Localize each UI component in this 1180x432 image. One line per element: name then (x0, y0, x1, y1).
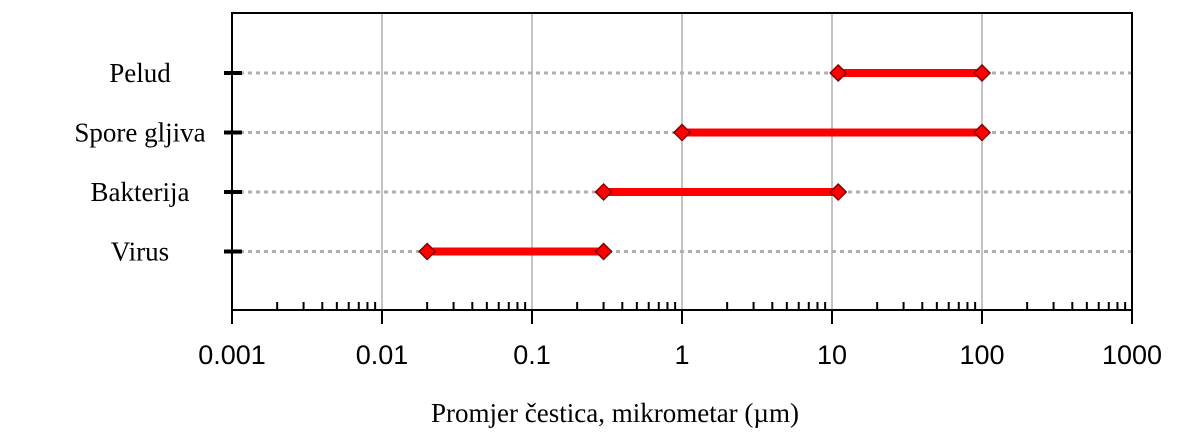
x-minor-ticks (231, 302, 1133, 324)
x-tick-label: 0.1 (513, 340, 551, 370)
x-tick-label: 100 (959, 340, 1004, 370)
x-tick-labels: 0.001 0.01 0.1 1 10 100 1000 (198, 340, 1162, 370)
x-tick-label: 1 (674, 340, 689, 370)
range-end-marker (829, 182, 848, 202)
x-tick-label: 0.01 (356, 340, 409, 370)
category-label: Bakterija (91, 177, 190, 207)
range-end-marker (972, 63, 992, 83)
range-end-marker (594, 182, 613, 202)
x-tick-label: 1000 (1102, 340, 1162, 370)
ranges (418, 63, 992, 261)
category-label: Spore gljiva (74, 118, 205, 148)
range-end-marker (829, 63, 848, 83)
x-tick-label: 10 (817, 340, 847, 370)
range-end-marker (672, 123, 692, 142)
category-label: Pelud (109, 58, 171, 88)
range-end-marker (972, 123, 992, 142)
x-tick-label: 0.001 (198, 340, 266, 370)
x-axis-title: Promjer čestica, mikrometar (µm) (431, 398, 799, 428)
range-end-marker (594, 242, 613, 261)
range-end-marker (418, 242, 437, 261)
category-labels: Pelud Spore gljiva Bakterija Virus (74, 58, 205, 267)
category-label: Virus (111, 237, 169, 267)
grid (224, 13, 1132, 310)
